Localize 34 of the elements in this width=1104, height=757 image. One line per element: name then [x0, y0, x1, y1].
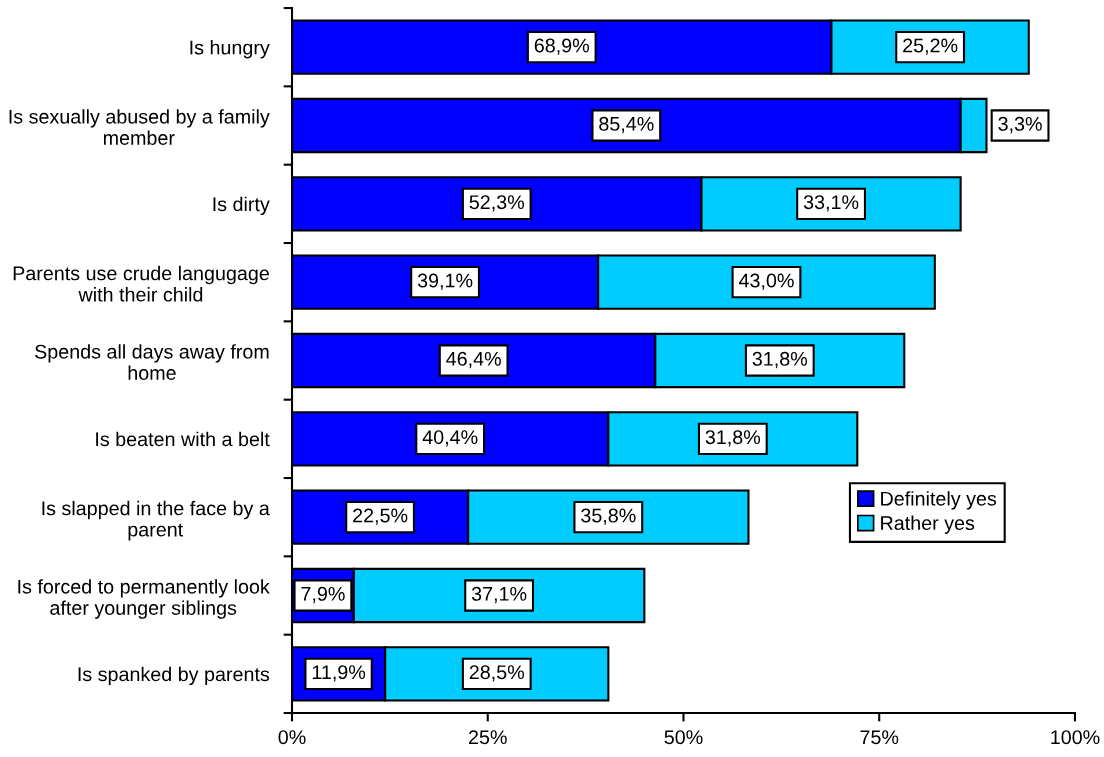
x-tick-label: 0%	[278, 730, 306, 745]
data-label: 40,4%	[422, 430, 478, 447]
data-label: 46,4%	[446, 351, 501, 369]
data-label: 3,3%	[998, 116, 1042, 134]
data-label: 33,1%	[803, 195, 859, 212]
data-label: 68,9%	[534, 38, 589, 55]
x-tick-label: 100%	[1051, 730, 1100, 745]
x-tick-label: 50%	[664, 730, 703, 745]
y-tick-label: Is sexually abused by a family member	[9, 109, 270, 145]
y-tick-label: Spends all days away from home	[35, 344, 269, 380]
data-label: 28,5%	[469, 665, 525, 682]
x-tick-label: 75%	[860, 730, 899, 745]
y-tick-label: Is slapped in the face by a parent	[42, 500, 270, 541]
data-label: 35,8%	[581, 508, 636, 525]
data-label: 11,9%	[312, 665, 366, 682]
legend-label: Rather yes	[881, 515, 975, 534]
data-label: 22,5%	[353, 508, 408, 525]
y-tick-label: Is hungry	[190, 40, 270, 59]
y-tick-label: Parents use crude langugage with their child	[13, 265, 269, 302]
data-label: 37,1%	[471, 586, 527, 604]
data-label: 25,2%	[903, 38, 958, 55]
y-tick-label: Is beaten with a belt	[96, 431, 270, 447]
data-label: 31,8%	[705, 430, 761, 447]
data-label: 31,8%	[752, 351, 808, 369]
data-label: 52,3%	[469, 195, 525, 212]
data-label: 7,9%	[301, 586, 345, 604]
data-label: 39,1%	[417, 273, 473, 290]
legend-label: Definitely yes	[881, 491, 997, 510]
y-tick-label: Is dirty	[213, 196, 270, 216]
y-tick-label: Is forced to permanently look after younger siblings	[18, 579, 270, 619]
data-label: 43,0%	[738, 273, 794, 290]
data-label: 85,4%	[599, 116, 654, 134]
x-tick-label: 25%	[469, 730, 507, 745]
y-tick-label: Is spanked by parents	[78, 666, 270, 686]
